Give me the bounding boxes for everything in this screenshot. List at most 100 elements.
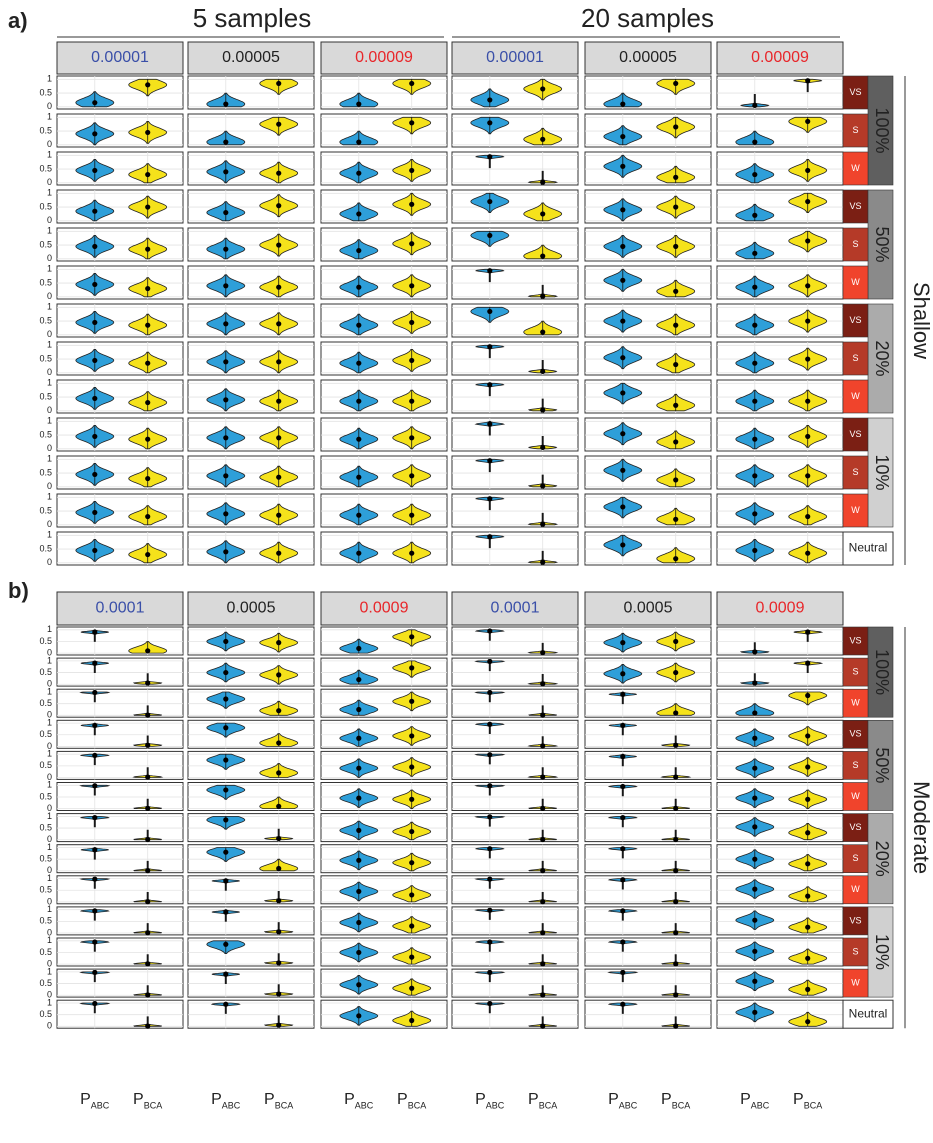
strength-strip <box>867 626 894 718</box>
median-point <box>487 628 493 634</box>
median-point <box>752 360 758 366</box>
median-point <box>409 892 415 898</box>
median-point <box>805 1019 811 1025</box>
median-point <box>276 170 282 176</box>
median-point <box>356 360 362 366</box>
median-point <box>223 971 229 977</box>
facet <box>716 455 844 490</box>
selection-strip <box>842 937 869 967</box>
median-point <box>540 368 546 375</box>
x-category-label: BCA <box>275 1100 294 1110</box>
median-point <box>92 547 98 554</box>
median-point <box>805 167 811 174</box>
median-point <box>487 846 493 852</box>
facet <box>187 906 315 936</box>
strength-strip <box>867 189 894 300</box>
facet <box>56 493 184 528</box>
y-tick-label: 0.5 <box>39 505 52 515</box>
median-point <box>223 511 229 517</box>
depth-label: Moderate <box>909 781 933 874</box>
facet <box>187 937 315 967</box>
median-point <box>673 774 679 780</box>
facet <box>451 906 579 936</box>
panel-label: b) <box>8 578 29 603</box>
median-point <box>223 1001 229 1007</box>
median-point <box>409 1017 415 1024</box>
facet <box>56 227 184 262</box>
y-tick-label: 1 <box>47 264 52 274</box>
facet <box>187 455 315 490</box>
selection-strip <box>842 227 869 262</box>
median-point <box>409 665 415 671</box>
median-point <box>752 284 758 290</box>
median-point <box>409 201 415 207</box>
y-tick-label: 0.5 <box>39 391 52 401</box>
y-tick-label: 0.5 <box>39 636 52 646</box>
x-axis-symbol: P <box>211 1091 222 1108</box>
median-point <box>92 969 98 975</box>
rate-strip <box>56 41 184 75</box>
facet <box>187 813 315 843</box>
median-point <box>620 504 626 510</box>
selection-strip <box>842 875 869 905</box>
median-point <box>487 120 493 126</box>
selection-strip <box>842 844 869 874</box>
facet <box>56 999 184 1029</box>
facet <box>320 417 448 452</box>
selection-label: W <box>851 277 860 287</box>
median-point <box>92 319 98 326</box>
median-point <box>487 658 493 664</box>
facet <box>320 782 448 811</box>
median-point <box>752 680 758 686</box>
selection-strip <box>842 751 869 780</box>
median-point <box>409 80 415 87</box>
median-point <box>805 198 811 205</box>
median-point <box>276 284 282 290</box>
median-point <box>276 512 282 518</box>
selection-label: VS <box>849 429 861 439</box>
facet <box>716 531 844 566</box>
y-tick-label: 1 <box>47 492 52 502</box>
median-point <box>540 521 546 527</box>
median-point <box>673 439 679 445</box>
median-point <box>276 803 282 809</box>
x-axis-symbol: P <box>344 1091 355 1108</box>
median-point <box>145 322 151 328</box>
x-axis-symbol: P <box>264 1091 275 1108</box>
median-point <box>487 97 493 103</box>
median-point <box>145 360 151 366</box>
facet <box>56 657 184 687</box>
y-tick-label: 1 <box>47 530 52 540</box>
y-tick-label: 0 <box>47 253 52 263</box>
facet <box>451 341 579 376</box>
median-point <box>223 638 229 645</box>
facet <box>451 844 579 874</box>
y-tick-label: 0.5 <box>39 429 52 439</box>
facet <box>584 906 712 936</box>
facet <box>451 417 579 452</box>
facet <box>451 999 579 1029</box>
median-point <box>487 154 493 160</box>
median-point <box>805 398 811 404</box>
median-point <box>752 473 758 479</box>
median-point <box>145 171 151 178</box>
median-point <box>752 436 758 442</box>
y-tick-label: 0 <box>47 772 52 782</box>
facet <box>320 813 448 843</box>
facet <box>320 379 448 414</box>
x-category-label: ABC <box>486 1100 505 1110</box>
rate-label: 0.0009 <box>360 600 409 617</box>
rate-label: 0.00005 <box>222 49 280 66</box>
median-point <box>223 878 229 884</box>
selection-label: W <box>851 698 860 708</box>
strength-strip <box>867 75 894 186</box>
facet <box>187 265 315 300</box>
rate-strip <box>320 41 448 75</box>
facet <box>584 937 712 967</box>
median-point <box>752 102 758 109</box>
median-point <box>752 511 758 517</box>
facet <box>451 782 579 811</box>
selection-label: S <box>852 125 858 135</box>
facet <box>56 875 184 905</box>
facet <box>320 719 448 749</box>
